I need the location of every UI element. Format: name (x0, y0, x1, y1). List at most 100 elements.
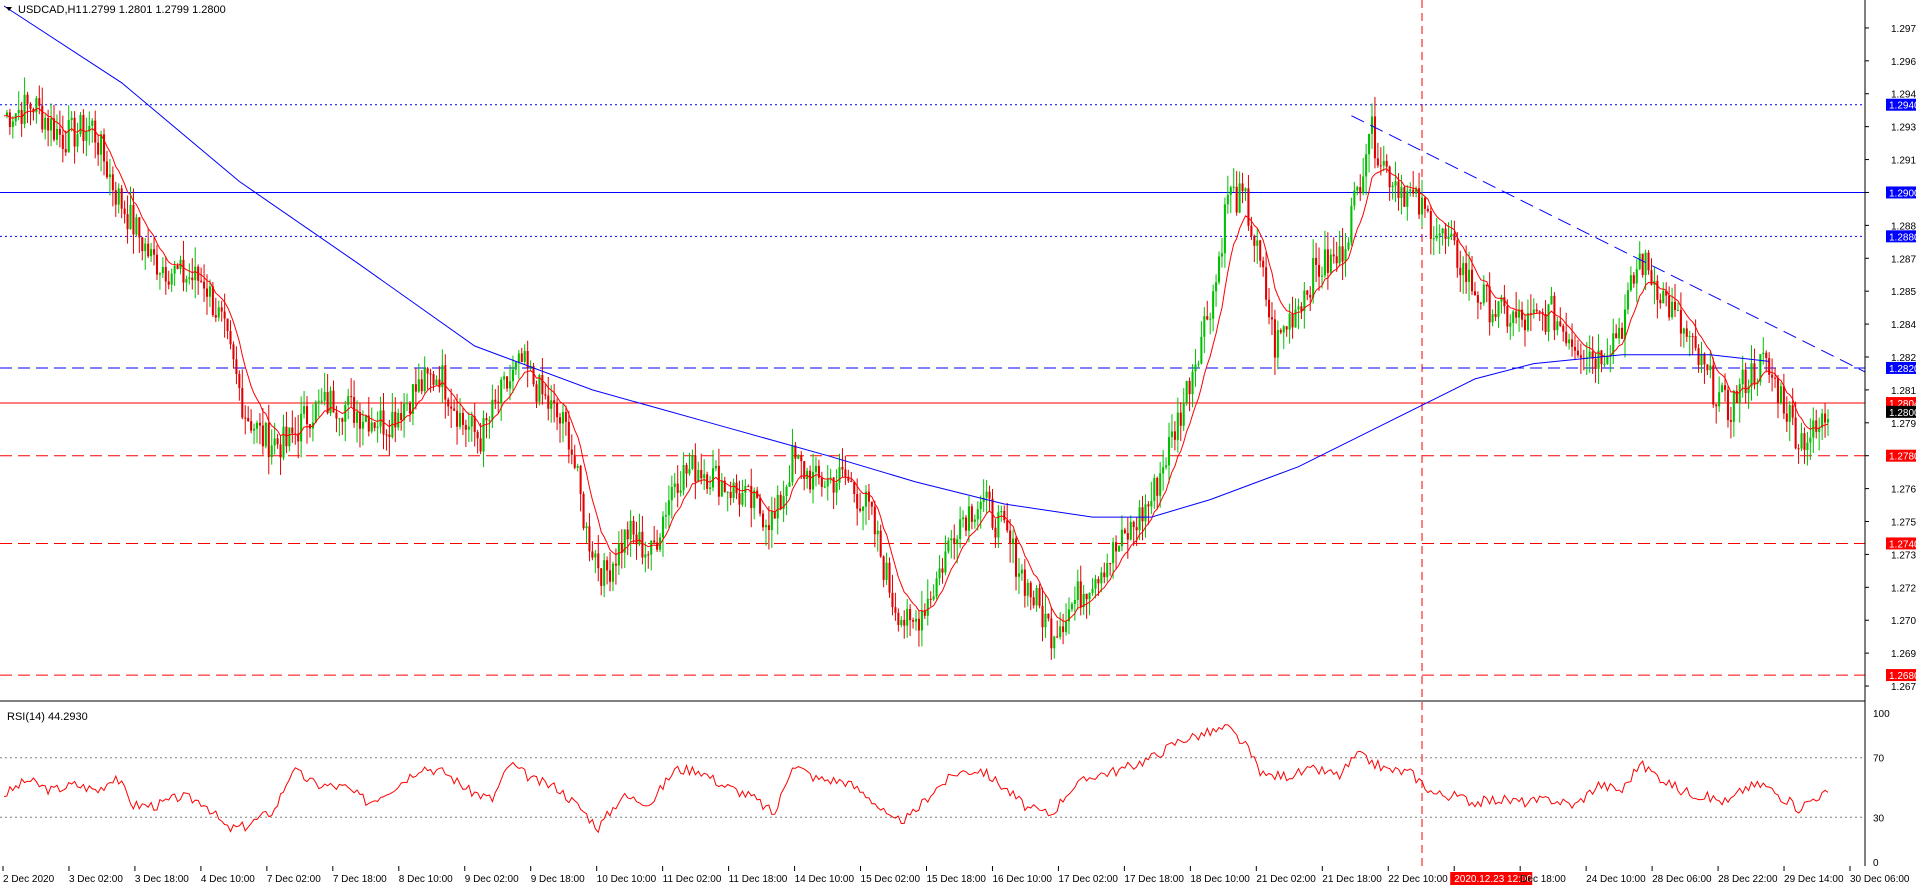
candle-body (1335, 256, 1338, 264)
candle-body (976, 509, 979, 520)
candle-body (1662, 290, 1665, 304)
candle-body (1644, 252, 1647, 276)
candle-body (1159, 473, 1162, 496)
candle-body (1006, 520, 1009, 531)
candle-body (903, 619, 906, 626)
candle-body (44, 117, 47, 130)
candle-body (1791, 405, 1794, 418)
price-tick-label: 1.2675 (1891, 682, 1916, 693)
candle-body (373, 422, 376, 428)
candle-body (1009, 530, 1012, 544)
rsi-tick-label: 100 (1873, 709, 1890, 720)
candle-body (1441, 228, 1444, 234)
candle-body (1165, 465, 1168, 468)
candle-body (264, 422, 267, 447)
candle-body (1444, 228, 1447, 239)
candle-body (476, 432, 479, 439)
candle-body (1538, 311, 1541, 313)
candle-body (644, 554, 647, 558)
candle-body (1106, 562, 1109, 578)
candle-body (173, 265, 176, 274)
time-tick-label: 7 Dec 02:00 (267, 874, 321, 885)
candle-body (1167, 437, 1171, 466)
candle-body (1821, 413, 1824, 428)
candle-body (591, 551, 594, 558)
candle-body (1282, 326, 1285, 333)
collapse-triangle-icon[interactable] (6, 7, 12, 11)
candle-body (1494, 314, 1497, 317)
level-tag-box (1886, 98, 1916, 111)
candle-body (1226, 194, 1229, 205)
candle-body (444, 365, 447, 400)
candle-body (1273, 319, 1276, 358)
candle-body (1235, 186, 1238, 213)
candle-body (1470, 269, 1474, 292)
candle-body (1700, 353, 1703, 366)
candle-body (1647, 252, 1650, 271)
candle-body (1553, 295, 1556, 331)
candle-body (1132, 521, 1135, 528)
candle-body (526, 351, 529, 369)
rsi-tick-label: 30 (1873, 813, 1885, 824)
candle-body (167, 281, 170, 285)
candle-body (773, 511, 776, 519)
candle-body (132, 204, 135, 235)
price-tick-label: 1.2750 (1891, 518, 1916, 529)
candle-body (1053, 636, 1056, 649)
candle-body (726, 491, 729, 493)
candle-body (344, 405, 347, 422)
candle-body (429, 373, 432, 375)
candle-body (1100, 572, 1103, 584)
candle-body (1735, 390, 1738, 404)
candle-body (673, 483, 676, 487)
candle-body (1379, 165, 1382, 167)
candle-body (635, 534, 638, 545)
candle-body (914, 618, 918, 622)
candle-body (267, 422, 270, 458)
candle-body (364, 415, 367, 422)
candle-body (232, 344, 235, 360)
candle-body (941, 568, 944, 573)
candle-body (862, 506, 865, 511)
candle-body (220, 307, 223, 312)
candle-body (997, 512, 1000, 538)
time-tick-label: 29 Dec 14:00 (1784, 874, 1844, 885)
candle-body (1529, 313, 1532, 315)
candle-body (1532, 309, 1535, 314)
price-tick-label: 1.2810 (1891, 386, 1916, 397)
candle-body (817, 465, 820, 478)
candle-body (714, 465, 717, 469)
candle-body (544, 394, 547, 396)
time-tick-label: 24 Dec 10:00 (1586, 874, 1646, 885)
candle-body (711, 468, 715, 488)
candle-body (1385, 160, 1388, 167)
candle-body (385, 434, 388, 436)
candle-body (973, 519, 976, 522)
time-tick-label: 9 Dec 18:00 (531, 874, 585, 885)
candle-body (1659, 299, 1662, 304)
candle-body (841, 467, 844, 470)
candle-body (764, 525, 767, 528)
chart-header-ohlc: 1.2799 1.2801 1.2799 1.2800 (82, 4, 226, 16)
candle-body (47, 117, 50, 131)
candle-body (314, 401, 317, 423)
candle-body (629, 520, 632, 540)
candle-body (1076, 581, 1079, 601)
candle-body (1141, 507, 1144, 522)
candle-body (582, 493, 585, 529)
candle-body (208, 286, 211, 297)
candle-body (1123, 529, 1126, 534)
candle-body (679, 490, 682, 493)
candle-body (723, 480, 726, 492)
candle-body (426, 368, 429, 374)
candle-body (88, 125, 91, 132)
candle-body (341, 418, 344, 422)
candle-body (1409, 189, 1412, 192)
candle-body (1512, 311, 1515, 323)
candle-body (1023, 569, 1026, 596)
time-tick-label: 21 Dec 18:00 (1322, 874, 1382, 885)
candle-body (1429, 211, 1432, 239)
candle-body (1621, 327, 1624, 339)
price-tick-label: 1.2855 (1891, 287, 1916, 298)
candle-body (1632, 275, 1635, 284)
